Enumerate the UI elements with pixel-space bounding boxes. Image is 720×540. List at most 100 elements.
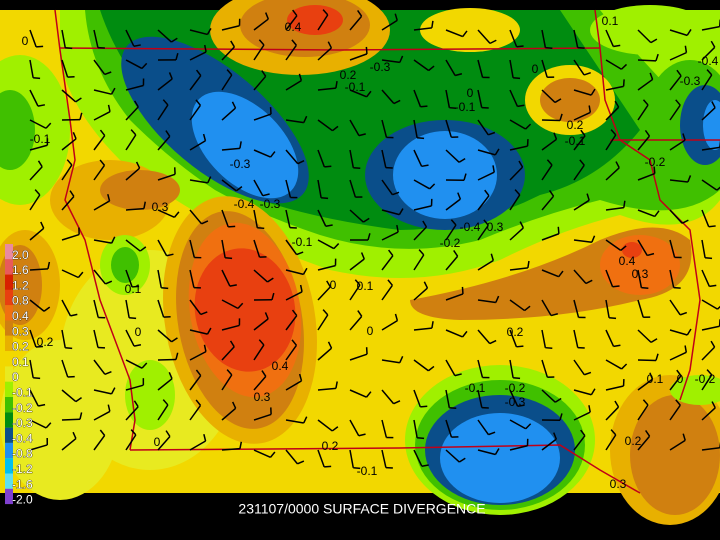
- barb-tick: [297, 160, 305, 165]
- contour-label: -0.2: [505, 381, 526, 395]
- wind-barb: [29, 329, 37, 348]
- barb-tick: [494, 148, 500, 156]
- wind-barb: [157, 404, 169, 421]
- barb-tick: [239, 141, 242, 149]
- wind-barb: [637, 378, 653, 391]
- wind-barb: [61, 269, 79, 279]
- barb-tick: [353, 166, 361, 170]
- wind-barb: [189, 179, 208, 184]
- barb-tick: [99, 129, 106, 137]
- wind-barb: [669, 51, 687, 61]
- contour-label: -0.3: [230, 157, 251, 171]
- legend-swatch: [5, 412, 13, 428]
- wind-barb: [253, 75, 267, 91]
- wind-barb: [29, 194, 41, 211]
- wind-barb: [669, 209, 683, 224]
- barb-tick: [45, 122, 52, 129]
- wind-barb: [61, 89, 77, 103]
- barb-tick: [335, 81, 338, 89]
- barb-tick: [358, 133, 366, 137]
- wind-barb: [29, 227, 45, 241]
- barb-tick: [516, 345, 524, 348]
- barb-tick: [335, 381, 338, 389]
- wind-barb: [509, 59, 514, 78]
- barb-tick: [99, 429, 106, 436]
- legend-swatch: [5, 244, 13, 260]
- wind-barb: [93, 29, 99, 48]
- wind-barb: [701, 346, 716, 361]
- contour-label: 0.4: [285, 20, 302, 34]
- wind-barb: [285, 15, 298, 31]
- barb-tick: [387, 279, 393, 286]
- barb-tick: [488, 131, 496, 136]
- barb-tick: [614, 100, 620, 108]
- barb-tick: [554, 98, 562, 104]
- wind-barb: [93, 329, 99, 348]
- barb-tick: [269, 151, 276, 158]
- wind-barb: [413, 226, 427, 241]
- wind-barb: [221, 147, 240, 151]
- wind-barb: [29, 119, 47, 129]
- wind-barb: [509, 445, 528, 451]
- barb-tick: [333, 243, 340, 250]
- barb-tick: [458, 457, 466, 463]
- barb-tick: [33, 76, 41, 80]
- legend-label: 0.8: [12, 294, 29, 308]
- barb-tick: [132, 285, 140, 288]
- barb-tick: [299, 284, 303, 292]
- barb-tick: [681, 219, 689, 224]
- barb-tick: [165, 130, 171, 137]
- wind-barb: [381, 19, 398, 31]
- wind-barb: [125, 207, 145, 211]
- barb-tick: [679, 311, 688, 316]
- barb-tick: [462, 30, 468, 38]
- wind-barb: [381, 149, 387, 168]
- wind-barb: [221, 209, 229, 228]
- wind-barb: [29, 59, 34, 78]
- wind-barb: [413, 149, 423, 167]
- wind-barb: [125, 29, 135, 47]
- wind-barb: [125, 106, 139, 121]
- wind-barb: [93, 59, 106, 75]
- barb-tick: [558, 270, 564, 278]
- contour-label: 0.1: [602, 14, 619, 28]
- contour-label: -0.1: [357, 464, 378, 478]
- barb-tick: [675, 99, 681, 106]
- wind-barb: [349, 315, 363, 331]
- barb-tick: [512, 76, 521, 80]
- contour-label: 0.1: [647, 372, 664, 386]
- barb-tick: [454, 373, 462, 377]
- barb-tick: [38, 403, 46, 407]
- wind-barb: [381, 255, 394, 271]
- barb-tick: [228, 225, 236, 228]
- wind-barb: [61, 138, 77, 151]
- barb-tick: [463, 173, 467, 181]
- barb-tick: [43, 306, 51, 312]
- wind-barb: [93, 200, 110, 211]
- barb-tick: [129, 316, 137, 320]
- wind-barb: [285, 344, 298, 361]
- contour-label: -0.3: [260, 197, 281, 211]
- wind-barb: [541, 138, 557, 151]
- wind-barb: [637, 209, 656, 218]
- barb-tick: [165, 430, 171, 437]
- legend-swatch: [5, 320, 13, 336]
- wind-barb: [701, 179, 718, 191]
- barb-tick: [591, 235, 596, 243]
- legend-label: -2.0: [12, 493, 33, 507]
- wind-barb: [413, 89, 422, 108]
- barb-tick: [588, 105, 592, 113]
- contour-label: 0.1: [125, 282, 142, 296]
- legend-label: -0.3: [12, 416, 33, 430]
- wind-barb: [701, 269, 711, 287]
- wind-barb: [29, 268, 49, 271]
- wind-barb: [605, 406, 620, 421]
- wind-barb: [445, 329, 463, 338]
- wind-barb: [573, 299, 580, 318]
- barb-tick: [161, 286, 169, 290]
- barb-tick: [143, 201, 147, 209]
- wind-barb: [637, 172, 656, 181]
- wind-barb: [701, 325, 720, 331]
- barb-tick: [550, 313, 559, 317]
